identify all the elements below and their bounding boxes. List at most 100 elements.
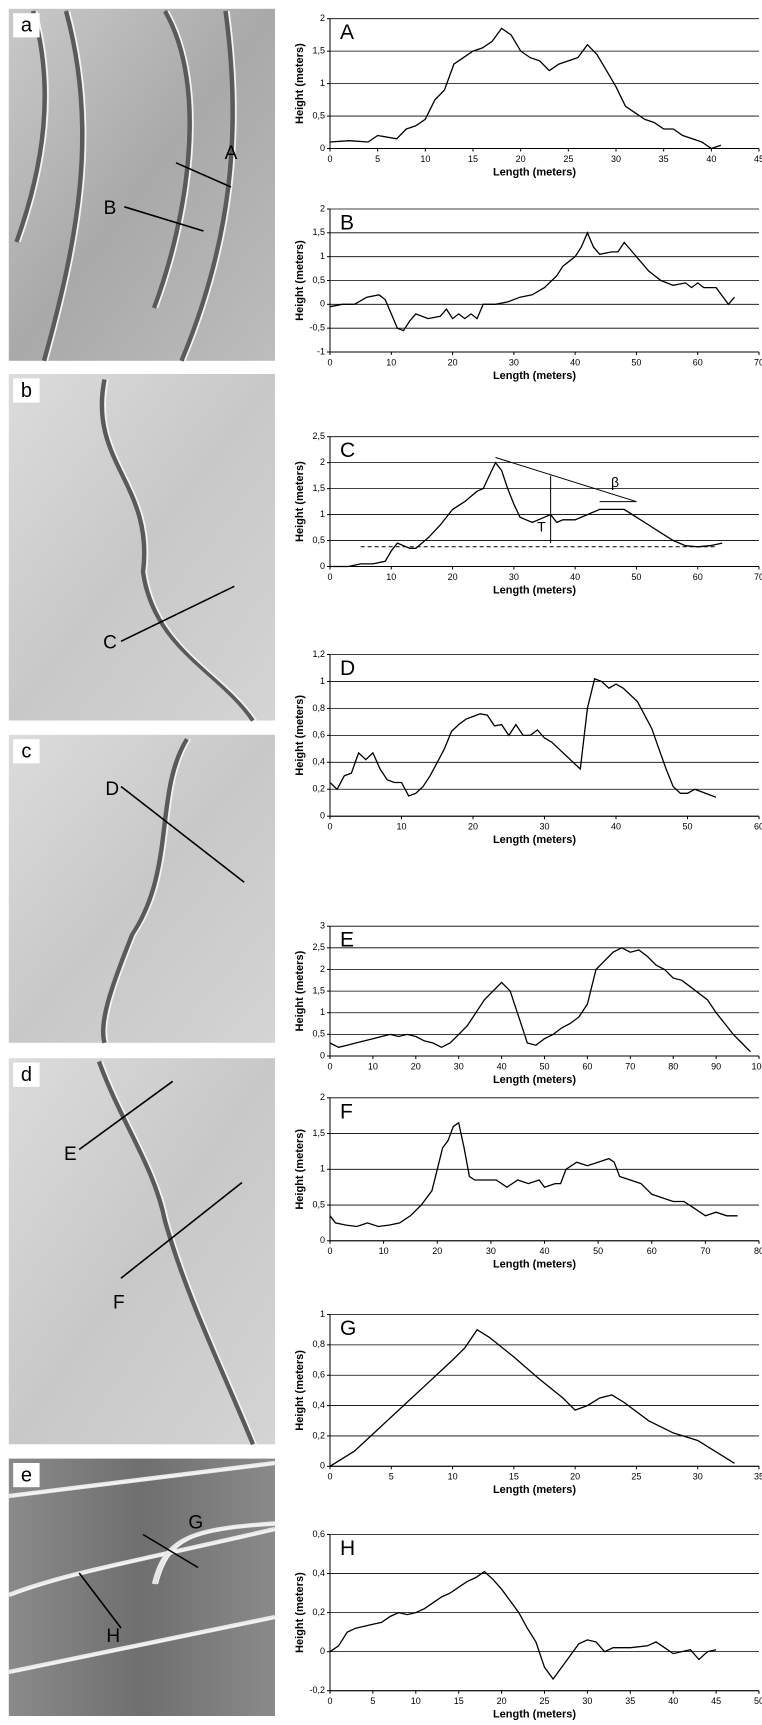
data-line: [329, 1328, 735, 1467]
x-axis-title: Length (meters): [493, 370, 576, 382]
y-tick-label: 0,4: [312, 1568, 325, 1578]
y-tick-label: 1,5: [312, 227, 325, 237]
annotation: T: [537, 518, 546, 534]
profile-label: C: [103, 633, 117, 654]
x-tick-label: 0: [327, 1472, 332, 1482]
gully: [151, 9, 192, 309]
y-tick-label: 0,6: [312, 1370, 325, 1380]
x-tick-label: 50: [754, 1696, 762, 1706]
x-tick-label: 20: [432, 1246, 442, 1256]
panel-label: c: [21, 741, 31, 763]
x-tick-label: 40: [570, 357, 580, 367]
x-tick-label: 30: [454, 1061, 464, 1071]
profile-label: B: [104, 198, 117, 219]
panel-label-box: [13, 1463, 40, 1488]
profile-line: [142, 1533, 199, 1569]
x-tick-label: 0: [327, 154, 332, 164]
panel-label-box: [13, 739, 40, 764]
panel-label: b: [21, 380, 32, 402]
x-tick-label: 20: [468, 822, 478, 832]
y-tick-label: 2: [320, 13, 325, 23]
y-tick-label: 1: [320, 251, 325, 261]
y-tick-label: 1,5: [312, 483, 325, 493]
y-tick-label: 0,5: [312, 110, 325, 120]
x-tick-label: 15: [468, 154, 478, 164]
x-tick-label: 60: [693, 357, 703, 367]
x-tick-label: 0: [327, 1061, 332, 1071]
x-tick-label: 10: [368, 1061, 378, 1071]
gully-shadow: [156, 10, 194, 309]
gully: [179, 10, 235, 362]
y-tick-label: 0,5: [312, 275, 325, 285]
x-tick-label: 30: [582, 1696, 592, 1706]
x-tick-label: 20: [448, 357, 458, 367]
x-tick-label: 40: [611, 822, 621, 832]
x-tick-label: 60: [647, 1246, 657, 1256]
chart-label: C: [340, 439, 355, 462]
y-axis-title: Height (meters): [294, 240, 306, 321]
y-axis-title: Height (meters): [294, 1350, 306, 1431]
panel-label: d: [21, 1064, 32, 1086]
panel-label-box: [13, 13, 40, 38]
x-tick-label: 50: [631, 357, 641, 367]
x-tick-label: 20: [411, 1061, 421, 1071]
x-tick-label: 40: [539, 1246, 549, 1256]
x-tick-label: 15: [454, 1696, 464, 1706]
chart-label: H: [340, 1537, 355, 1560]
y-tick-label: 0: [320, 811, 325, 821]
x-axis-title: Length (meters): [493, 834, 576, 846]
x-tick-label: 70: [700, 1246, 710, 1256]
x-tick-label: 10: [379, 1246, 389, 1256]
x-tick-label: 80: [668, 1061, 678, 1071]
x-tick-label: 35: [625, 1696, 635, 1706]
gully-shadow: [101, 1061, 258, 1445]
profile-line: [175, 162, 232, 188]
x-tick-label: 20: [570, 1472, 580, 1482]
chart-label: G: [340, 1317, 356, 1340]
x-axis-title: Length (meters): [493, 1484, 576, 1496]
x-tick-label: 25: [631, 1472, 641, 1482]
y-tick-label: 2: [320, 457, 325, 467]
gully: [99, 379, 255, 722]
profile-label: D: [105, 779, 119, 800]
x-tick-label: 70: [625, 1061, 635, 1071]
x-tick-label: 10: [396, 822, 406, 832]
gully: [14, 10, 47, 243]
x-tick-label: 0: [327, 822, 332, 832]
x-tick-label: 50: [593, 1246, 603, 1256]
x-tick-label: 40: [668, 1696, 678, 1706]
x-tick-label: 10: [386, 572, 396, 582]
panel-label-box: [13, 378, 40, 403]
y-tick-label: 0: [320, 143, 325, 153]
y-tick-label: 1: [320, 78, 325, 88]
y-tick-label: 0,2: [312, 1430, 325, 1440]
panel-label-box: [13, 1062, 40, 1087]
x-tick-label: 25: [563, 154, 573, 164]
y-axis-title: Height (meters): [294, 695, 306, 776]
y-axis-title: Height (meters): [294, 1572, 306, 1653]
profile-label: F: [113, 1293, 125, 1314]
x-tick-label: 40: [570, 572, 580, 582]
y-tick-label: 1: [320, 1164, 325, 1174]
gully-shadow: [11, 1528, 279, 1596]
x-tick-label: 20: [516, 154, 526, 164]
y-tick-label: 0,8: [312, 1339, 325, 1349]
gully-shadow: [156, 1522, 279, 1585]
data-line: [329, 27, 722, 150]
y-tick-label: 0,5: [312, 1199, 325, 1209]
x-tick-label: 35: [754, 1472, 762, 1482]
panel-label: e: [21, 1464, 32, 1486]
gully: [100, 738, 189, 1044]
y-tick-label: 0: [320, 1646, 325, 1656]
image-panel: [8, 1058, 276, 1445]
x-tick-label: 5: [370, 1696, 375, 1706]
x-tick-label: 50: [539, 1061, 549, 1071]
x-axis-title: Length (meters): [493, 584, 576, 596]
y-tick-label: 2: [320, 964, 325, 974]
y-tick-label: 0,2: [312, 1607, 325, 1617]
y-axis-title: Height (meters): [294, 1129, 306, 1210]
gully-shadow: [19, 10, 49, 243]
x-tick-label: 30: [611, 154, 621, 164]
x-tick-label: 40: [706, 154, 716, 164]
